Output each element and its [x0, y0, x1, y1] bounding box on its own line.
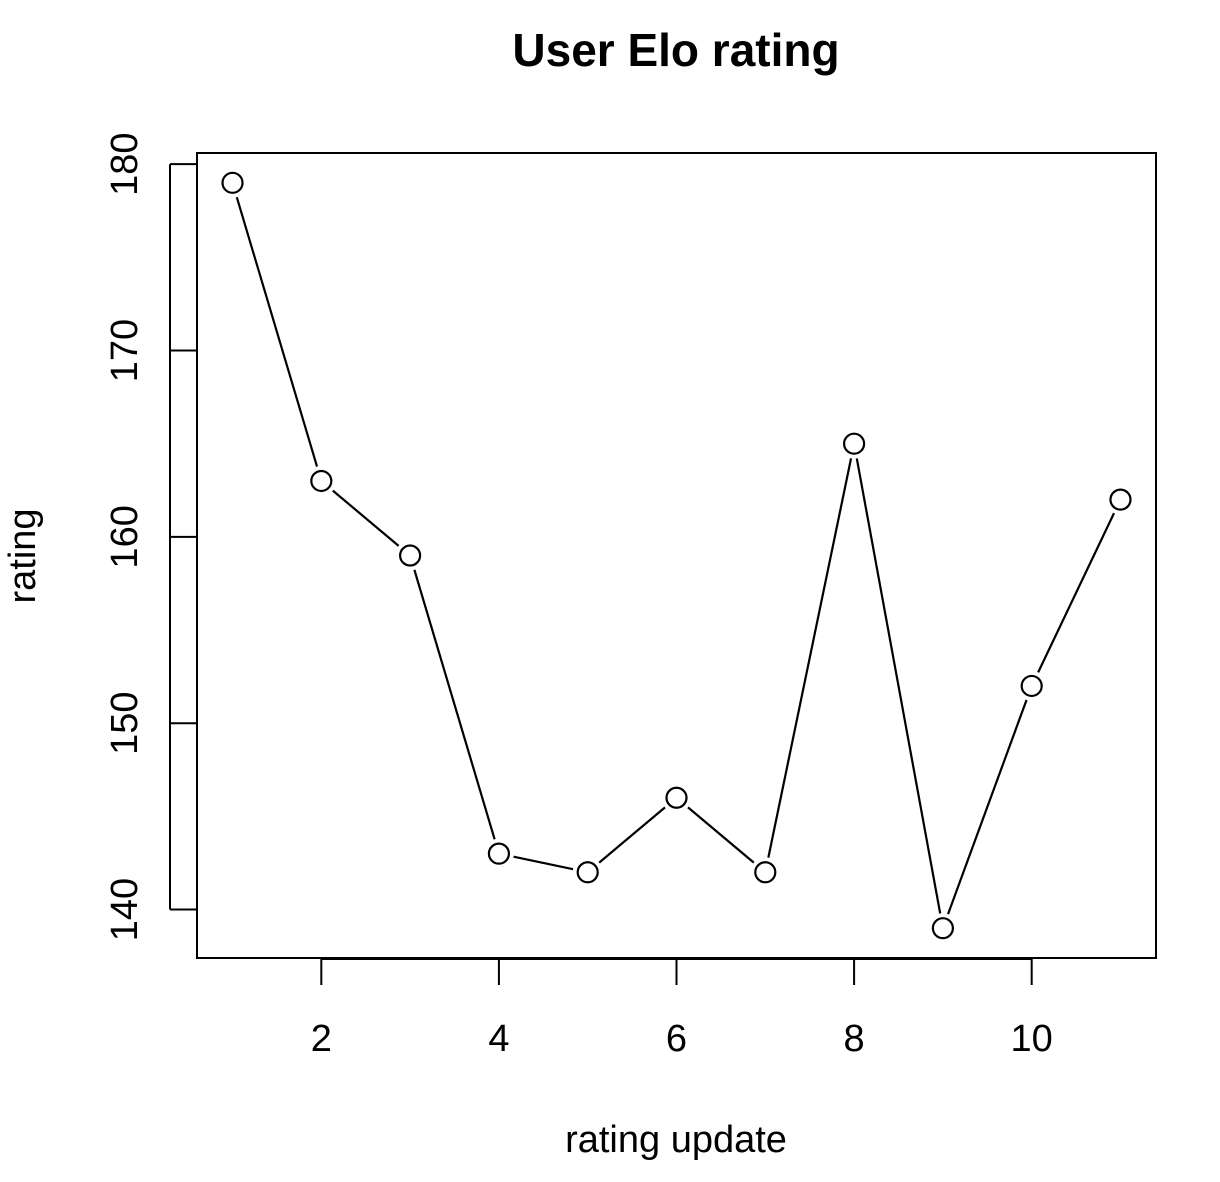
line-segment [513, 855, 574, 871]
chart-title: User Elo rating [512, 24, 839, 76]
y-tick-label: 160 [104, 505, 146, 568]
line-segment [413, 569, 496, 840]
y-tick-label: 170 [104, 319, 146, 382]
y-axis: 140 150 160 170 180 [104, 132, 196, 941]
x-tick-label: 4 [488, 1018, 509, 1060]
x-tick-label: 10 [1011, 1018, 1053, 1060]
line-segment [598, 806, 666, 864]
x-tick-label: 6 [666, 1018, 687, 1060]
data-point [842, 432, 866, 455]
data-point [310, 469, 333, 493]
data-point [754, 861, 777, 884]
y-tick-label: 150 [104, 692, 146, 755]
data-point [1020, 674, 1043, 698]
data-point [1109, 488, 1132, 511]
x-tick-label: 8 [844, 1018, 865, 1060]
rating-series [221, 171, 1132, 940]
line-segment [235, 196, 319, 467]
line-segment [947, 699, 1028, 915]
line-segment [855, 458, 942, 914]
y-tick-label: 140 [104, 878, 146, 941]
line-segment [1037, 512, 1116, 673]
line-segment [767, 458, 853, 858]
data-point [221, 171, 244, 194]
x-tick-label: 2 [311, 1018, 332, 1060]
data-point [665, 786, 688, 809]
x-axis-label: rating update [565, 1119, 787, 1161]
data-point [931, 917, 954, 940]
data-point [399, 544, 422, 567]
data-point [576, 861, 599, 884]
line-segment [332, 489, 400, 547]
plot-frame [196, 152, 1157, 959]
y-axis-label: rating [2, 508, 44, 603]
x-axis: 2 4 6 8 10 [311, 958, 1053, 1060]
line-segment [687, 806, 755, 864]
y-tick-label: 180 [104, 132, 146, 195]
data-point [487, 842, 511, 865]
